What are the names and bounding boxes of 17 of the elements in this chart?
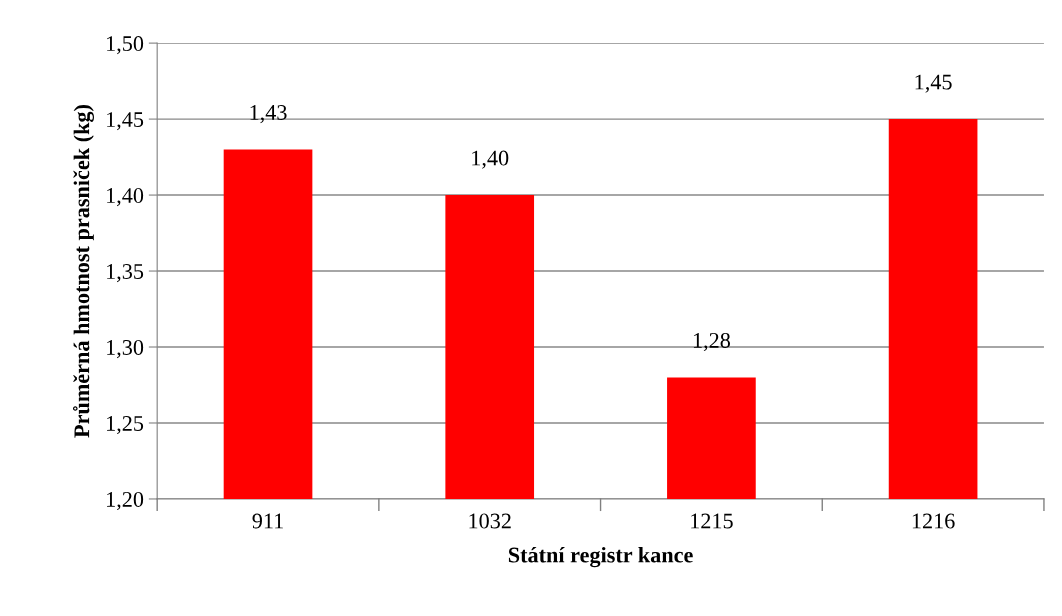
data-label: 1,45 xyxy=(915,74,952,93)
y-tick-label: 1,45 xyxy=(107,112,144,131)
data-label: 1,28 xyxy=(693,332,730,352)
x-axis-title: Státní registr kance xyxy=(508,546,693,568)
y-tick-label: 1,35 xyxy=(107,264,144,283)
x-tick-label: 1032 xyxy=(469,513,511,529)
y-tick-label: 1,25 xyxy=(107,415,144,435)
x-tick-label: 1215 xyxy=(691,513,733,529)
y-axis-title: Průměrná hmotnost prasniček (kg) xyxy=(72,105,94,438)
y-tick-label: 1,40 xyxy=(107,188,144,207)
data-label: 1,40 xyxy=(472,150,509,169)
x-tick-label: 1216 xyxy=(912,513,955,529)
y-tick-label: 1,50 xyxy=(107,36,144,55)
data-label: 1,43 xyxy=(250,105,287,124)
x-tick-label: 911 xyxy=(252,513,283,529)
y-tick-label: 1,20 xyxy=(107,491,144,511)
y-tick-label: 1,30 xyxy=(107,339,144,359)
